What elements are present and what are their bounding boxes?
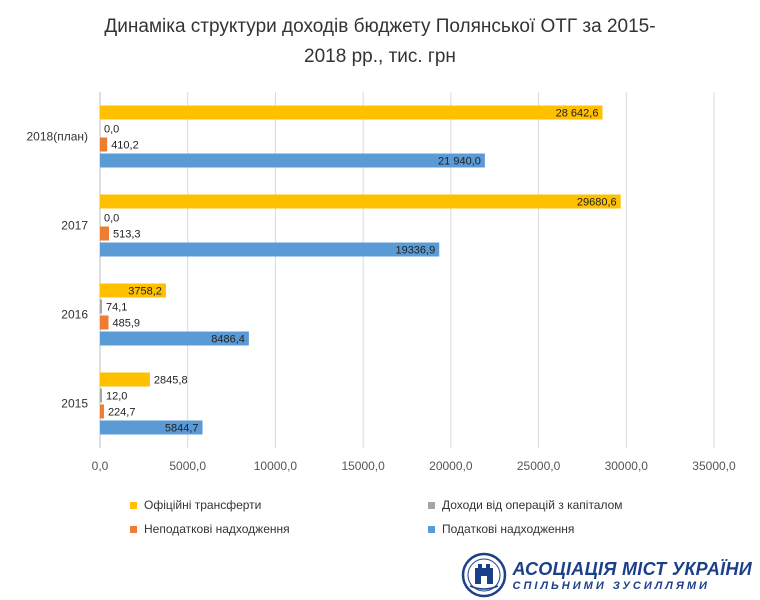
bar-value-label: 28 642,6 <box>556 108 599 120</box>
bar <box>100 105 603 120</box>
bar-value-label: 29680,6 <box>577 197 617 209</box>
bar-value-label: 21 940,0 <box>438 156 481 168</box>
bar-value-label: 8486,4 <box>211 334 245 346</box>
chart-title-line-1: Динаміка структури доходів бюджету Полян… <box>104 16 656 37</box>
legend-label-capital: Доходи від операцій з капіталом <box>442 498 623 512</box>
chart-title-line-2: 2018 рр., тис. грн <box>304 46 456 67</box>
category-label: 2018(план) <box>27 130 89 144</box>
x-tick-label: 0,0 <box>92 459 109 473</box>
bar-value-label: 513,3 <box>113 229 141 241</box>
category-label: 2017 <box>61 219 88 233</box>
bar <box>100 194 621 209</box>
bar <box>100 226 110 241</box>
bar-value-label: 74,1 <box>106 302 127 314</box>
bar <box>100 388 102 403</box>
bar <box>100 242 440 257</box>
bar-value-label: 0,0 <box>104 124 119 136</box>
bar <box>100 420 203 435</box>
bar-value-label: 0,0 <box>104 213 119 225</box>
bar <box>100 283 166 298</box>
bar <box>100 153 485 168</box>
legend-swatch-nontax <box>130 525 137 533</box>
bar <box>100 372 150 387</box>
bar <box>100 299 102 314</box>
legend-item-capital: Доходи від операцій з капіталом <box>428 498 623 512</box>
x-tick-label: 15000,0 <box>341 459 385 473</box>
bar-value-label: 485,9 <box>113 318 141 330</box>
legend-label-tax: Податкові надходження <box>442 522 575 536</box>
legend-item-tax: Податкові надходження <box>428 522 574 536</box>
legend-swatch-transfers <box>130 501 137 509</box>
bar-value-label: 19336,9 <box>395 245 435 257</box>
x-tick-label: 5000,0 <box>169 459 206 473</box>
bar <box>100 137 108 152</box>
legend-swatch-tax <box>428 525 435 533</box>
association-logo: АСОЦІАЦІЯ МІСТ УКРАЇНИ СПІЛЬНИМИ ЗУСИЛЛЯ… <box>461 552 752 598</box>
bar <box>100 331 249 346</box>
x-tick-label: 20000,0 <box>429 459 473 473</box>
legend-swatch-capital <box>428 501 435 509</box>
legend-label-transfers: Офіційні трансферти <box>144 498 262 512</box>
legend-label-nontax: Неподаткові надходження <box>144 522 290 536</box>
category-label: 2015 <box>61 397 88 411</box>
bar-value-label: 410,2 <box>111 140 139 152</box>
bar-value-label: 12,0 <box>106 391 127 403</box>
chart-legend: Офіційні трансферти Доходи від операцій … <box>0 492 760 542</box>
legend-item-transfers: Офіційні трансферти <box>130 498 261 512</box>
association-emblem-icon <box>461 552 506 598</box>
bar-value-label: 5844,7 <box>165 423 199 435</box>
x-tick-label: 30000,0 <box>605 459 649 473</box>
logo-main-text: АСОЦІАЦІЯ МІСТ УКРАЇНИ <box>512 558 752 579</box>
x-tick-label: 25000,0 <box>517 459 561 473</box>
chart-title: Динаміка структури доходів бюджету Полян… <box>20 12 740 72</box>
legend-item-nontax: Неподаткові надходження <box>130 522 290 536</box>
x-tick-label: 10000,0 <box>254 459 298 473</box>
x-tick-label: 35000,0 <box>692 459 736 473</box>
category-label: 2016 <box>61 308 88 322</box>
logo-sub-text: СПІЛЬНИМИ ЗУСИЛЛЯМИ <box>512 579 710 592</box>
bar-value-label: 224,7 <box>108 407 136 419</box>
bar <box>100 404 104 419</box>
bar-value-label: 3758,2 <box>128 286 162 298</box>
bar-value-label: 2845,8 <box>154 375 188 387</box>
bar <box>100 315 109 330</box>
bar-chart: 0,0 5000,0 10000,0 15000,0 20000,0 25000,0 300… <box>27 92 736 473</box>
